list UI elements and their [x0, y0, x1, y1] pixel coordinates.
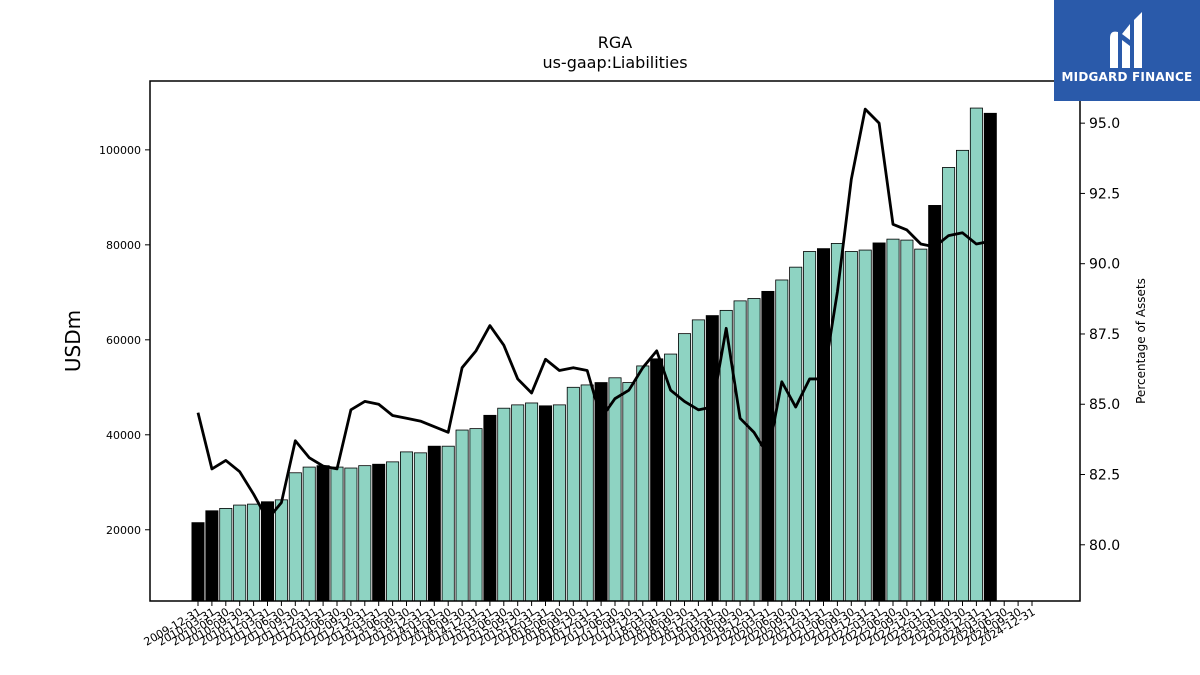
bar	[956, 149, 970, 602]
bar	[344, 467, 358, 602]
logo-mark-icon	[1110, 12, 1142, 69]
bar	[483, 414, 497, 602]
bar	[928, 205, 942, 602]
bar	[330, 466, 344, 602]
y2-tick-label: 80.0	[1089, 538, 1120, 554]
bar	[636, 365, 650, 602]
y2-tick-label: 85.0	[1089, 397, 1120, 413]
bar	[372, 463, 386, 602]
y-tick-label: 40000	[106, 429, 141, 442]
bar	[969, 107, 983, 602]
bar	[817, 248, 831, 602]
bar	[511, 404, 525, 602]
bar	[247, 503, 261, 602]
bar	[288, 472, 302, 602]
bar	[622, 382, 636, 602]
bar	[497, 407, 511, 602]
bar	[608, 377, 622, 602]
logo-text: MIDGARD FINANCE	[1061, 70, 1193, 84]
axes-group: 20000 40000 60000 80000 100000 80.0 82.5 85.0 87…	[99, 116, 1120, 648]
y2-axis-label: Percentage of Assets	[1134, 278, 1148, 404]
bar	[441, 445, 455, 602]
bar	[552, 404, 566, 602]
bar	[386, 461, 400, 602]
bar	[316, 465, 330, 602]
bar	[650, 358, 664, 602]
bar	[789, 266, 803, 602]
y-tick-label: 80000	[106, 239, 141, 252]
bar	[900, 239, 914, 602]
bar	[914, 248, 928, 602]
y-tick-label: 100000	[99, 144, 141, 157]
bar	[358, 465, 372, 602]
y-axis-label: USDm	[61, 310, 85, 372]
bar	[525, 402, 539, 602]
bar	[233, 504, 247, 602]
bar	[733, 300, 747, 602]
bar	[886, 238, 900, 602]
bar	[705, 315, 719, 602]
bar	[747, 298, 761, 602]
line-group	[196, 107, 991, 521]
bar	[302, 466, 316, 602]
bar	[775, 279, 789, 602]
bars-group	[191, 107, 997, 602]
percentage-line	[196, 107, 991, 521]
y2-tick-label: 82.5	[1089, 468, 1120, 484]
midgard-finance-logo: MIDGARD FINANCE	[1054, 0, 1200, 101]
bar	[844, 251, 858, 602]
chart-title: RGA	[598, 33, 633, 52]
chart-subtitle: us-gaap:Liabilities	[542, 53, 687, 72]
y-tick-label: 20000	[106, 524, 141, 537]
bar	[274, 499, 288, 602]
bar	[858, 249, 872, 602]
bar	[469, 428, 483, 602]
bar	[413, 452, 427, 602]
bar	[678, 333, 692, 602]
bar	[580, 384, 594, 602]
bar	[455, 429, 469, 602]
bar	[983, 112, 997, 602]
bar	[427, 445, 441, 602]
y2-tick-label: 90.0	[1089, 257, 1120, 273]
y2-tick-label: 95.0	[1089, 116, 1120, 132]
bar	[691, 319, 705, 602]
bar	[219, 507, 233, 602]
y2-tick-label: 92.5	[1089, 186, 1120, 202]
y-tick-label: 60000	[106, 334, 141, 347]
bar	[872, 242, 886, 602]
bar	[205, 510, 219, 602]
y2-tick-label: 87.5	[1089, 327, 1120, 343]
bar	[539, 405, 553, 602]
bar	[803, 251, 817, 602]
bar	[191, 522, 205, 602]
bar	[399, 451, 413, 602]
plot-frame	[149, 80, 1081, 602]
bar	[566, 386, 580, 602]
bar	[942, 167, 956, 602]
